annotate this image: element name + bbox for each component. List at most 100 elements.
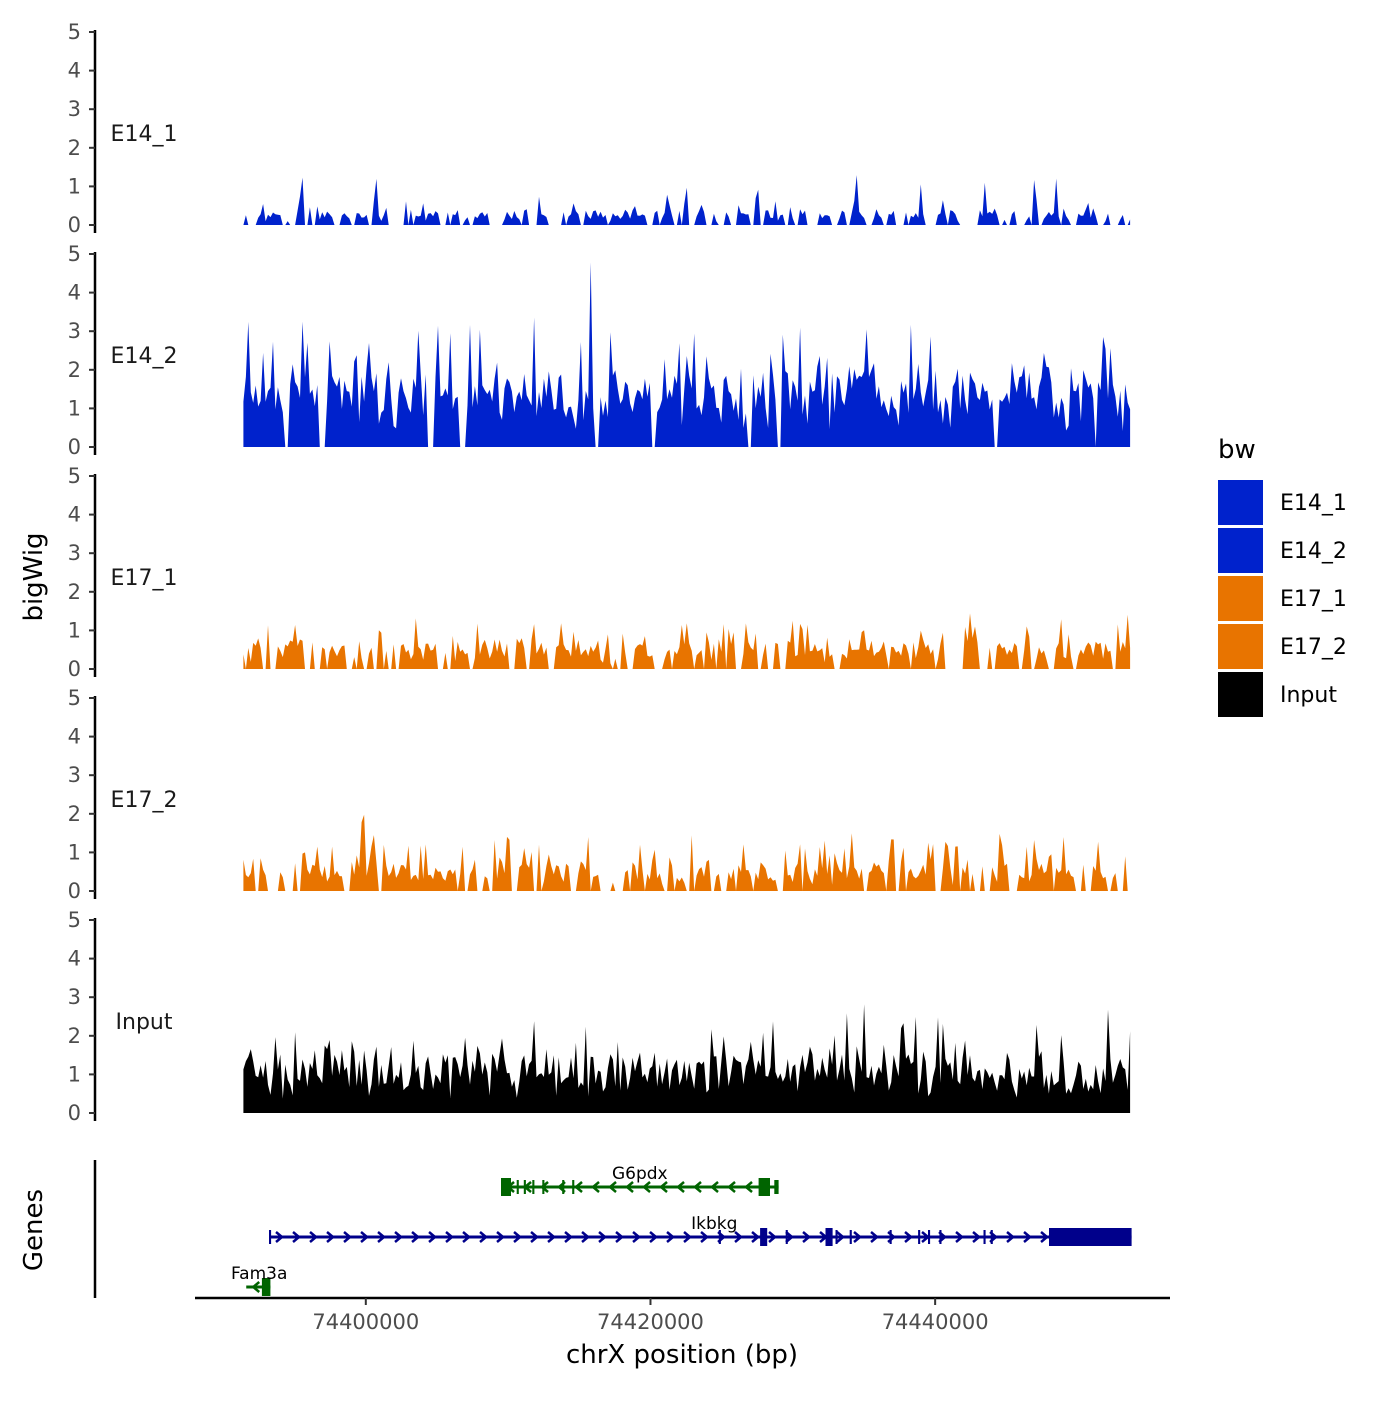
strand-arrow bbox=[1023, 1231, 1032, 1243]
strand-arrow bbox=[581, 1231, 590, 1243]
y-tick-label: 3 bbox=[68, 985, 81, 1009]
gene-exon bbox=[758, 1178, 770, 1196]
coverage-area bbox=[243, 175, 1131, 225]
coverage-area bbox=[243, 814, 1131, 891]
coverage-area bbox=[243, 613, 1131, 669]
gene-exon bbox=[849, 1230, 852, 1244]
legend-swatch bbox=[1218, 672, 1263, 717]
strand-arrow bbox=[615, 1231, 624, 1243]
gene-fam3a: Fam3a bbox=[231, 1264, 287, 1296]
track-panel-input: 0 1 2 3 4 5 Input bbox=[68, 908, 1131, 1125]
gene-exon bbox=[774, 1180, 779, 1194]
y-tick-label: 1 bbox=[68, 396, 81, 420]
gene-exon bbox=[928, 1230, 931, 1244]
track-label: E14_2 bbox=[111, 344, 178, 369]
gene-exon bbox=[501, 1178, 511, 1196]
strand-arrow bbox=[693, 1181, 702, 1193]
gene-exon bbox=[516, 1180, 519, 1194]
track-panel-e14-2: 0 1 2 3 4 5 E14_2 bbox=[68, 242, 1131, 459]
strand-arrow bbox=[853, 1231, 862, 1243]
track-label: E17_1 bbox=[111, 566, 178, 591]
y-tick-label: 3 bbox=[68, 319, 81, 343]
y-tick-label: 0 bbox=[68, 435, 81, 459]
y-tick-label: 5 bbox=[68, 686, 81, 710]
strand-arrow bbox=[710, 1181, 719, 1193]
strand-arrow bbox=[394, 1231, 403, 1243]
strand-arrow bbox=[744, 1181, 753, 1193]
strand-arrow bbox=[411, 1231, 420, 1243]
gene-exon bbox=[572, 1180, 575, 1194]
x-axis-title: chrX position (bp) bbox=[566, 1340, 798, 1370]
y-tick-label: 1 bbox=[68, 174, 81, 198]
gene-g6pdx: G6pdx bbox=[501, 1164, 779, 1196]
track-panel-e14-1: 0 1 2 3 4 5 E14_1 bbox=[68, 20, 1131, 237]
strand-arrow bbox=[564, 1231, 573, 1243]
strand-arrow bbox=[574, 1181, 583, 1193]
legend-entry-e17-2: E17_2 bbox=[1218, 624, 1347, 669]
y-tick-label: 4 bbox=[68, 59, 81, 83]
strand-arrow bbox=[785, 1231, 794, 1243]
track-label: Input bbox=[116, 1010, 173, 1035]
legend-entry-e17-1: E17_1 bbox=[1218, 576, 1347, 621]
genes-axis-title: Genes bbox=[19, 1189, 49, 1271]
strand-arrow bbox=[496, 1231, 505, 1243]
y-tick-label: 1 bbox=[68, 1062, 81, 1086]
y-tick-label: 2 bbox=[68, 802, 81, 826]
strand-arrow bbox=[462, 1231, 471, 1243]
y-tick-label: 3 bbox=[68, 97, 81, 121]
coverage-area bbox=[243, 262, 1131, 447]
gene-exon bbox=[1049, 1228, 1132, 1246]
gene-label: G6pdx bbox=[612, 1164, 668, 1184]
strand-arrow bbox=[540, 1181, 549, 1193]
strand-arrow bbox=[598, 1231, 607, 1243]
coverage-tracks: 0 1 2 3 4 5 E14_1 0 1 2 3 4 5 E14_2 0 1 2 3 4 5 E17_1 0 1 2 3 4 5 E… bbox=[68, 20, 1131, 1125]
legend-label: Input bbox=[1280, 683, 1337, 708]
gene-exon bbox=[983, 1230, 986, 1244]
legend-entry-input: Input bbox=[1218, 672, 1337, 717]
track-label: E17_2 bbox=[111, 788, 178, 813]
y-tick-label: 3 bbox=[68, 763, 81, 787]
legend-swatch bbox=[1218, 480, 1263, 525]
gene-exon bbox=[785, 1230, 788, 1244]
x-tick-label: 74440000 bbox=[882, 1310, 989, 1334]
strand-arrow bbox=[972, 1231, 981, 1243]
y-tick-label: 0 bbox=[68, 657, 81, 681]
gene-exon bbox=[269, 1230, 272, 1244]
strand-arrow bbox=[727, 1181, 736, 1193]
y-tick-label: 2 bbox=[68, 1024, 81, 1048]
strand-arrow bbox=[955, 1231, 964, 1243]
strand-arrow bbox=[530, 1231, 539, 1243]
gene-exon bbox=[835, 1230, 838, 1244]
legend-label: E14_2 bbox=[1280, 539, 1347, 564]
strand-arrow bbox=[870, 1231, 879, 1243]
gene-exon bbox=[939, 1230, 942, 1244]
gene-exon bbox=[562, 1180, 565, 1194]
legend-swatch bbox=[1218, 528, 1263, 573]
strand-arrow bbox=[642, 1181, 651, 1193]
strand-arrow bbox=[904, 1231, 913, 1243]
strand-arrow bbox=[1040, 1231, 1049, 1243]
legend-entry-e14-2: E14_2 bbox=[1218, 528, 1347, 573]
strand-arrow bbox=[428, 1231, 437, 1243]
gene-ikbkg: Ikbkg bbox=[269, 1214, 1132, 1246]
x-tick-label: 74400000 bbox=[312, 1310, 419, 1334]
legend-label: E17_2 bbox=[1280, 635, 1347, 660]
y-axis-title: bigWig bbox=[19, 532, 49, 621]
strand-arrow bbox=[251, 1281, 261, 1293]
strand-arrow bbox=[479, 1231, 488, 1243]
strand-arrow bbox=[659, 1181, 668, 1193]
strand-arrow bbox=[547, 1231, 556, 1243]
genes-panel: G6pdx Ikbkg Fam3a bbox=[93, 1160, 1132, 1298]
strand-arrow bbox=[513, 1231, 522, 1243]
gene-exon bbox=[532, 1180, 535, 1194]
strand-arrow bbox=[445, 1231, 454, 1243]
strand-arrow bbox=[591, 1181, 600, 1193]
strand-arrow bbox=[768, 1231, 777, 1243]
legend-label: E14_1 bbox=[1280, 491, 1347, 516]
strand-arrow bbox=[632, 1231, 641, 1243]
y-tick-label: 3 bbox=[68, 541, 81, 565]
legend: bw E14_1 E14_2 E17_1 E17_2 Input bbox=[1218, 435, 1347, 717]
strand-arrow bbox=[734, 1231, 743, 1243]
